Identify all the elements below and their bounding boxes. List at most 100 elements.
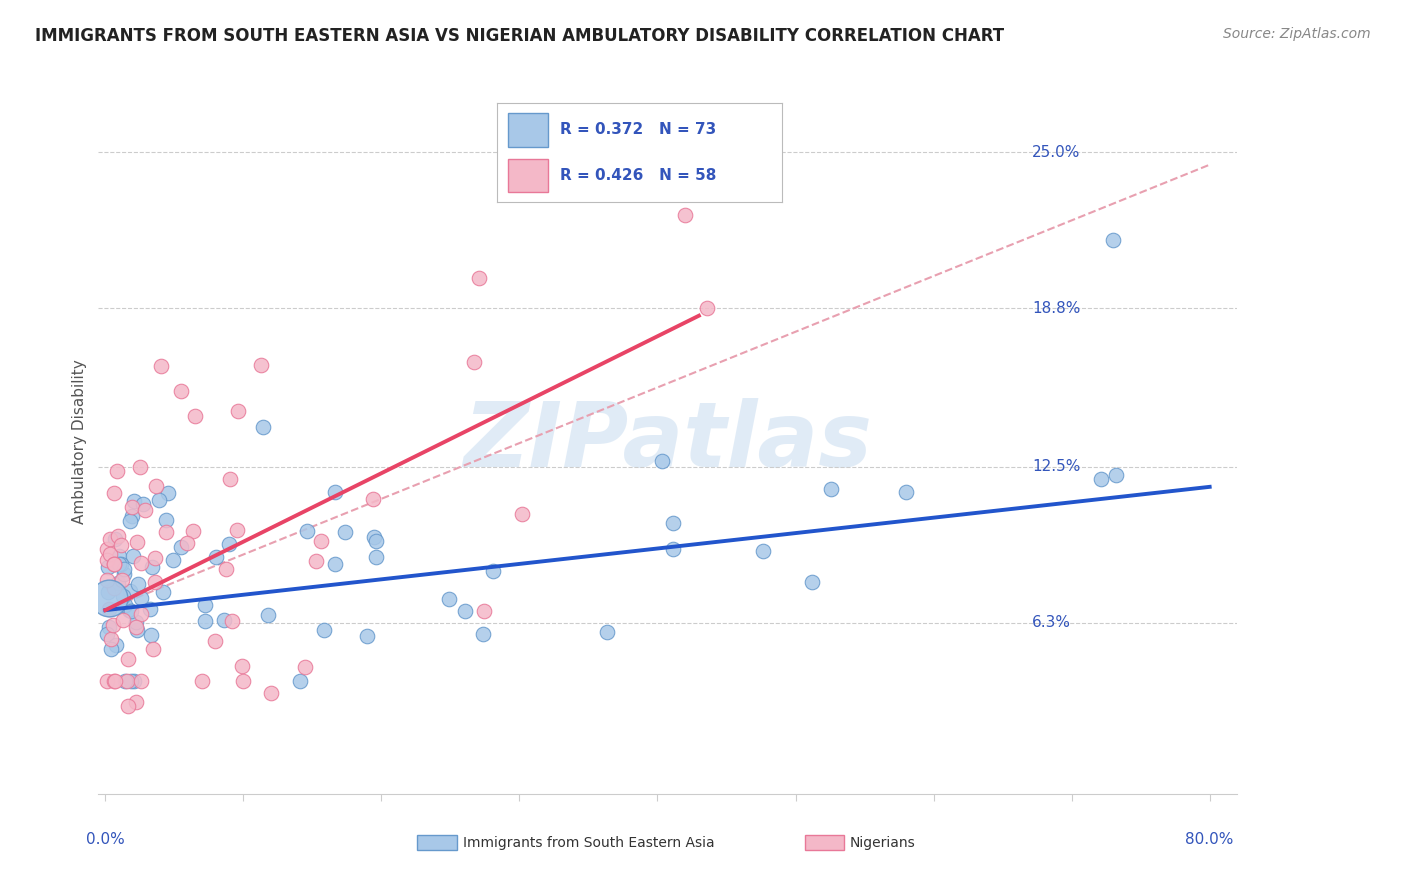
Point [141, 559, 163, 574]
Point [125, 695, 148, 709]
Point [125, 534, 148, 549]
Point [111, 574, 134, 588]
Point [112, 566, 135, 581]
Point [117, 651, 139, 665]
Point [110, 557, 132, 571]
Point [112, 589, 135, 603]
Point [96, 627, 118, 641]
Point [356, 629, 378, 643]
Point [129, 591, 152, 605]
Point [149, 359, 172, 373]
Point [184, 409, 207, 424]
Point [143, 575, 166, 590]
Point [696, 301, 718, 315]
Point [112, 614, 135, 628]
Point [98, 547, 121, 561]
Point [162, 553, 184, 567]
Point [323, 485, 346, 500]
Point [468, 271, 491, 285]
Point [100, 642, 122, 657]
Point [98, 591, 121, 605]
Point [651, 454, 673, 468]
Point [122, 549, 145, 564]
Point [325, 558, 347, 572]
Point [510, 507, 533, 521]
Point [105, 464, 128, 478]
Point [121, 508, 143, 523]
Point [122, 673, 145, 688]
Point [463, 355, 485, 369]
Point [252, 420, 274, 434]
Point [152, 585, 174, 599]
Point [120, 584, 142, 599]
Point [156, 485, 179, 500]
Point [100, 632, 122, 646]
Text: IMMIGRANTS FROM SOUTH EASTERN ASIA VS NIGERIAN AMBULATORY DISABILITY CORRELATION: IMMIGRANTS FROM SOUTH EASTERN ASIA VS NI… [35, 27, 1004, 45]
Point [800, 574, 823, 589]
Point [125, 615, 148, 630]
Point [110, 538, 132, 552]
Point [364, 550, 387, 565]
Point [103, 581, 125, 595]
Point [295, 524, 318, 539]
Point [250, 358, 273, 372]
FancyBboxPatch shape [804, 835, 845, 850]
Point [752, 544, 775, 558]
Point [215, 562, 238, 576]
Point [194, 614, 217, 628]
Point [170, 541, 193, 555]
Point [181, 524, 204, 538]
Point [820, 482, 842, 496]
Point [219, 471, 242, 485]
Point [108, 549, 131, 563]
Point [662, 516, 685, 530]
Point [107, 576, 129, 591]
Point [226, 403, 249, 417]
Point [333, 524, 356, 539]
Point [1105, 468, 1128, 483]
Text: 25.0%: 25.0% [1032, 145, 1081, 160]
Point [257, 607, 280, 622]
Point [127, 623, 149, 637]
Point [205, 550, 228, 565]
Point [101, 617, 124, 632]
Point [107, 529, 129, 543]
Point [170, 384, 193, 399]
Point [204, 634, 226, 648]
Point [225, 523, 247, 537]
Text: 6.3%: 6.3% [1032, 615, 1071, 631]
Y-axis label: Ambulatory Disability: Ambulatory Disability [72, 359, 87, 524]
Point [103, 486, 125, 500]
Point [231, 659, 253, 673]
Point [129, 557, 152, 571]
Point [134, 503, 156, 517]
Text: 18.8%: 18.8% [1032, 301, 1081, 316]
Point [439, 591, 461, 606]
Point [129, 607, 152, 622]
Point [107, 558, 129, 572]
Text: 12.5%: 12.5% [1032, 459, 1081, 475]
Point [260, 686, 283, 700]
Point [1102, 233, 1125, 247]
Text: Source: ZipAtlas.com: Source: ZipAtlas.com [1223, 27, 1371, 41]
Text: Immigrants from South Eastern Asia: Immigrants from South Eastern Asia [463, 836, 714, 849]
Point [139, 628, 162, 642]
Point [194, 598, 217, 612]
Point [97, 620, 120, 634]
Point [145, 479, 167, 493]
Point [364, 534, 387, 549]
Point [114, 598, 136, 612]
Point [105, 638, 128, 652]
Point [96, 574, 118, 588]
Point [191, 673, 214, 688]
Point [97, 560, 120, 574]
Point [96, 542, 118, 557]
Point [148, 492, 170, 507]
Point [128, 459, 150, 474]
Point [96, 553, 118, 567]
Point [125, 620, 148, 634]
FancyBboxPatch shape [418, 835, 457, 850]
Point [97, 585, 120, 599]
Point [232, 673, 254, 688]
Point [120, 515, 142, 529]
